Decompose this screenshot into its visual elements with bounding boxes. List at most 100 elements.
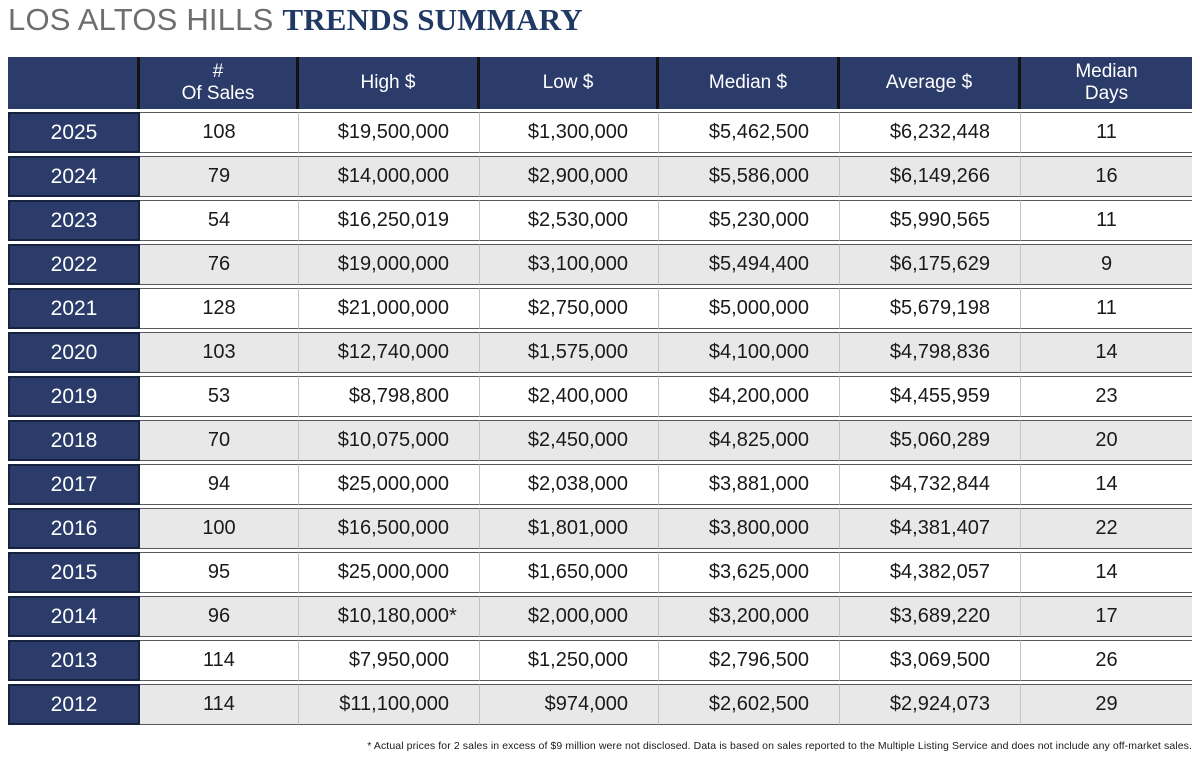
value-cell: $14,000,000: [299, 156, 480, 197]
header-year: [8, 57, 140, 109]
value-cell: $2,000,000: [480, 596, 659, 637]
value-cell: 26: [1021, 640, 1192, 681]
value-cell: $5,586,000: [659, 156, 840, 197]
year-cell: 2025: [8, 112, 140, 153]
year-cell: 2015: [8, 552, 140, 593]
table-row: 2022 76 $19,000,000 $3,100,000 $5,494,400 $6,…: [8, 244, 1192, 285]
value-cell: 114: [140, 684, 299, 725]
value-cell: $10,075,000: [299, 420, 480, 461]
value-cell: 22: [1021, 508, 1192, 549]
value-cell: $4,381,407: [840, 508, 1021, 549]
value-cell: $3,069,500: [840, 640, 1021, 681]
value-cell: 14: [1021, 332, 1192, 373]
table-row: 2014 96 $10,180,000* $2,000,000 $3,200,000 $3…: [8, 596, 1192, 637]
value-cell: 29: [1021, 684, 1192, 725]
value-cell: $3,625,000: [659, 552, 840, 593]
value-cell: 14: [1021, 464, 1192, 505]
value-cell: 17: [1021, 596, 1192, 637]
value-cell: $25,000,000: [299, 552, 480, 593]
value-cell: $3,881,000: [659, 464, 840, 505]
value-cell: $6,232,448: [840, 112, 1021, 153]
value-cell: 9: [1021, 244, 1192, 285]
table-row: 2024 79 $14,000,000 $2,900,000 $5,586,000 $6,…: [8, 156, 1192, 197]
table-row: 2017 94 $25,000,000 $2,038,000 $3,881,000 $4,…: [8, 464, 1192, 505]
header-median: Median $: [659, 57, 840, 109]
value-cell: $5,494,400: [659, 244, 840, 285]
value-cell: $10,180,000*: [299, 596, 480, 637]
year-cell: 2024: [8, 156, 140, 197]
footnote: * Actual prices for 2 sales in excess of…: [367, 740, 1192, 752]
table-row: 2012 114 $11,100,000 $974,000 $2,602,500 $2,9…: [8, 684, 1192, 725]
value-cell: 76: [140, 244, 299, 285]
value-cell: $974,000: [480, 684, 659, 725]
table-row: 2021 128 $21,000,000 $2,750,000 $5,000,000 $5…: [8, 288, 1192, 329]
value-cell: 14: [1021, 552, 1192, 593]
value-cell: 11: [1021, 288, 1192, 329]
header-low: Low $: [480, 57, 659, 109]
value-cell: $6,149,266: [840, 156, 1021, 197]
value-cell: 70: [140, 420, 299, 461]
value-cell: 103: [140, 332, 299, 373]
value-cell: $19,500,000: [299, 112, 480, 153]
value-cell: 79: [140, 156, 299, 197]
value-cell: $6,175,629: [840, 244, 1021, 285]
year-cell: 2012: [8, 684, 140, 725]
value-cell: $5,462,500: [659, 112, 840, 153]
value-cell: 20: [1021, 420, 1192, 461]
value-cell: 11: [1021, 200, 1192, 241]
value-cell: 100: [140, 508, 299, 549]
value-cell: $16,500,000: [299, 508, 480, 549]
value-cell: 16: [1021, 156, 1192, 197]
header-row: # Of Sales High $ Low $ Median $ Average…: [8, 57, 1192, 109]
title-area-name: LOS ALTOS HILLS: [8, 2, 274, 37]
year-cell: 2017: [8, 464, 140, 505]
value-cell: $4,200,000: [659, 376, 840, 417]
year-cell: 2018: [8, 420, 140, 461]
value-cell: 96: [140, 596, 299, 637]
value-cell: $2,796,500: [659, 640, 840, 681]
value-cell: $3,100,000: [480, 244, 659, 285]
value-cell: $3,800,000: [659, 508, 840, 549]
value-cell: $5,990,565: [840, 200, 1021, 241]
value-cell: 94: [140, 464, 299, 505]
value-cell: $2,602,500: [659, 684, 840, 725]
value-cell: $2,750,000: [480, 288, 659, 329]
value-cell: 108: [140, 112, 299, 153]
value-cell: $1,650,000: [480, 552, 659, 593]
value-cell: 114: [140, 640, 299, 681]
value-cell: $2,400,000: [480, 376, 659, 417]
table-row: 2016 100 $16,500,000 $1,801,000 $3,800,000 $4…: [8, 508, 1192, 549]
page-title: LOS ALTOS HILLS TRENDS SUMMARY: [8, 0, 583, 40]
year-cell: 2021: [8, 288, 140, 329]
value-cell: $2,530,000: [480, 200, 659, 241]
value-cell: $7,950,000: [299, 640, 480, 681]
value-cell: $1,300,000: [480, 112, 659, 153]
value-cell: 95: [140, 552, 299, 593]
value-cell: 128: [140, 288, 299, 329]
value-cell: $16,250,019: [299, 200, 480, 241]
value-cell: $2,038,000: [480, 464, 659, 505]
value-cell: 23: [1021, 376, 1192, 417]
table-row: 2023 54 $16,250,019 $2,530,000 $5,230,000 $5,…: [8, 200, 1192, 241]
value-cell: $4,455,959: [840, 376, 1021, 417]
year-cell: 2022: [8, 244, 140, 285]
header-average: Average $: [840, 57, 1021, 109]
value-cell: $4,825,000: [659, 420, 840, 461]
value-cell: $5,230,000: [659, 200, 840, 241]
value-cell: $8,798,800: [299, 376, 480, 417]
trends-summary-table: # Of Sales High $ Low $ Median $ Average…: [8, 54, 1192, 728]
value-cell: $2,900,000: [480, 156, 659, 197]
value-cell: $4,100,000: [659, 332, 840, 373]
table-row: 2025 108 $19,500,000 $1,300,000 $5,462,500 $6…: [8, 112, 1192, 153]
year-cell: 2023: [8, 200, 140, 241]
value-cell: $19,000,000: [299, 244, 480, 285]
table-row: 2015 95 $25,000,000 $1,650,000 $3,625,000 $4,…: [8, 552, 1192, 593]
table-row: 2019 53 $8,798,800 $2,400,000 $4,200,000 $4,4…: [8, 376, 1192, 417]
year-cell: 2013: [8, 640, 140, 681]
value-cell: $3,689,220: [840, 596, 1021, 637]
year-cell: 2020: [8, 332, 140, 373]
value-cell: $1,250,000: [480, 640, 659, 681]
value-cell: $5,060,289: [840, 420, 1021, 461]
header-num-of-sales: # Of Sales: [140, 57, 299, 109]
